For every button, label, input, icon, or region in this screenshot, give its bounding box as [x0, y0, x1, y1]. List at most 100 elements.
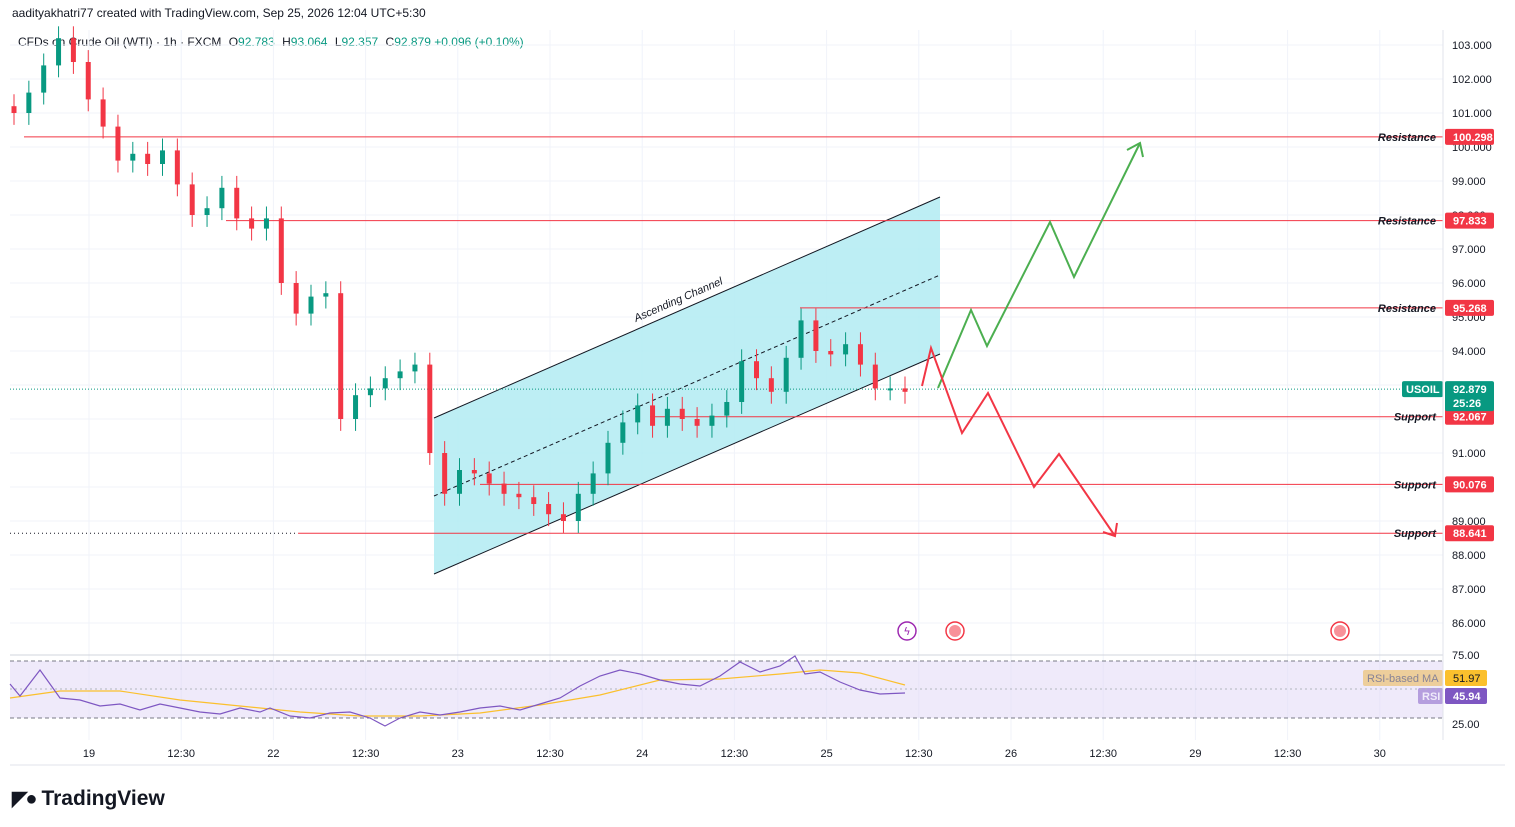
- price-tick-label: 100.000: [1452, 142, 1492, 154]
- level-price-tag-text: 100.298: [1453, 132, 1493, 144]
- price-tick-label: 88.000: [1452, 550, 1486, 562]
- candle: [204, 208, 210, 215]
- candle: [605, 442, 611, 474]
- rsi-tick-label: 25.00: [1452, 719, 1480, 731]
- us-flag-event-icon-2[interactable]: [1330, 621, 1350, 641]
- time-tick-label: 22: [267, 748, 279, 760]
- projection-bullish-path: [937, 142, 1141, 389]
- level-price-tag: [1445, 408, 1494, 425]
- candle: [308, 296, 314, 314]
- candles-layer: [11, 26, 908, 533]
- level-price-tag-text: 88.641: [1453, 528, 1487, 540]
- rsi-value: 45.94: [1453, 691, 1481, 703]
- candle: [531, 497, 537, 504]
- price-tick-label: 101.000: [1452, 108, 1492, 120]
- candle: [857, 344, 863, 365]
- time-tick-label: 25: [820, 748, 832, 760]
- candle: [293, 283, 299, 314]
- us-flag-event-icon[interactable]: [945, 621, 965, 641]
- candle: [457, 470, 462, 494]
- candle: [56, 38, 62, 66]
- legend-open-label: O: [228, 35, 239, 49]
- candle: [278, 218, 284, 283]
- price-tick-label: 99.000: [1452, 176, 1486, 188]
- price-tick-label: 87.000: [1452, 584, 1486, 596]
- candle: [85, 62, 91, 100]
- time-tick-label: 12:30: [1089, 748, 1117, 760]
- time-tick-label: 12:30: [536, 748, 564, 760]
- projection-bullish-arrowhead: [1126, 141, 1144, 158]
- channel-lower-line[interactable]: [433, 353, 941, 575]
- rsi-line: [9, 655, 906, 727]
- candle: [902, 388, 908, 392]
- candle: [174, 150, 180, 185]
- channel-mid-line[interactable]: [433, 274, 941, 497]
- candle: [160, 150, 165, 164]
- candle: [620, 422, 626, 443]
- time-tick-label: 12:30: [167, 748, 195, 760]
- level-price-tag: [1445, 476, 1494, 493]
- candle: [338, 293, 344, 419]
- candle: [709, 415, 715, 426]
- candle: [367, 388, 373, 396]
- candle: [754, 361, 759, 379]
- time-axis: 19 12:30 22 12:30 23 12:30 24 12:30 25 12:30 26 12:…: [83, 748, 1386, 760]
- candle: [724, 402, 730, 416]
- svg-text:ϟ: ϟ: [903, 625, 910, 638]
- candle: [353, 395, 359, 419]
- candle: [412, 364, 418, 372]
- legend-low-label: L: [334, 35, 342, 49]
- level-price-tag: [1445, 525, 1494, 542]
- candle: [739, 361, 745, 402]
- candle: [635, 405, 641, 423]
- level-label: Resistance: [1378, 132, 1436, 144]
- candle: [263, 218, 269, 229]
- candle: [843, 344, 849, 355]
- time-tick-label: 12:30: [905, 748, 933, 760]
- candle: [560, 514, 566, 521]
- projection-bearish-path: [921, 344, 1116, 537]
- candle: [11, 106, 17, 113]
- candle: [664, 408, 670, 426]
- time-tick-label: 24: [636, 748, 648, 760]
- lightning-event-icon[interactable]: ϟ: [897, 621, 917, 641]
- time-tick-label: 26: [1005, 748, 1017, 760]
- candle: [828, 351, 834, 355]
- price-tick-label: 86.000: [1452, 618, 1486, 630]
- current-price-text: 92.879: [1453, 384, 1487, 396]
- time-tick-label: 19: [83, 748, 95, 760]
- tradingview-logo[interactable]: ◤● TradingView: [12, 786, 165, 811]
- price-tick-label: 102.000: [1452, 74, 1492, 86]
- countdown-text: 25:26: [1453, 398, 1481, 410]
- level-label: Support: [1394, 412, 1437, 424]
- level-price-tag: [1445, 299, 1494, 316]
- candle: [768, 378, 774, 392]
- time-tick-label: 23: [452, 748, 464, 760]
- symbol-tag: [1402, 381, 1443, 398]
- candle: [382, 378, 388, 389]
- candle: [130, 153, 136, 161]
- price-tick-label: 91.000: [1452, 448, 1486, 460]
- candle: [872, 364, 878, 389]
- legend-close-label: C: [385, 35, 395, 49]
- level-price-tag-text: 95.268: [1453, 303, 1487, 315]
- projection-bearish-arrowhead: [1102, 522, 1118, 538]
- level-price-tag: [1445, 128, 1494, 145]
- rsi-ma-value-tag: [1445, 670, 1487, 686]
- candle: [115, 126, 121, 161]
- time-tick-label: 12:30: [352, 748, 380, 760]
- legend-high-label: H: [282, 35, 291, 49]
- candle: [397, 371, 403, 379]
- price-tick-label: 89.000: [1452, 516, 1486, 528]
- candle: [887, 388, 893, 391]
- candle: [427, 364, 433, 453]
- channel-upper-line[interactable]: [433, 196, 941, 419]
- time-tick-label: 12:30: [721, 748, 749, 760]
- current-price-tag: [1445, 381, 1494, 412]
- level-label: Support: [1394, 528, 1437, 540]
- candle: [100, 99, 106, 127]
- time-tick-label: 29: [1189, 748, 1201, 760]
- candle: [189, 184, 195, 215]
- level-price-tag-text: 90.076: [1453, 479, 1487, 491]
